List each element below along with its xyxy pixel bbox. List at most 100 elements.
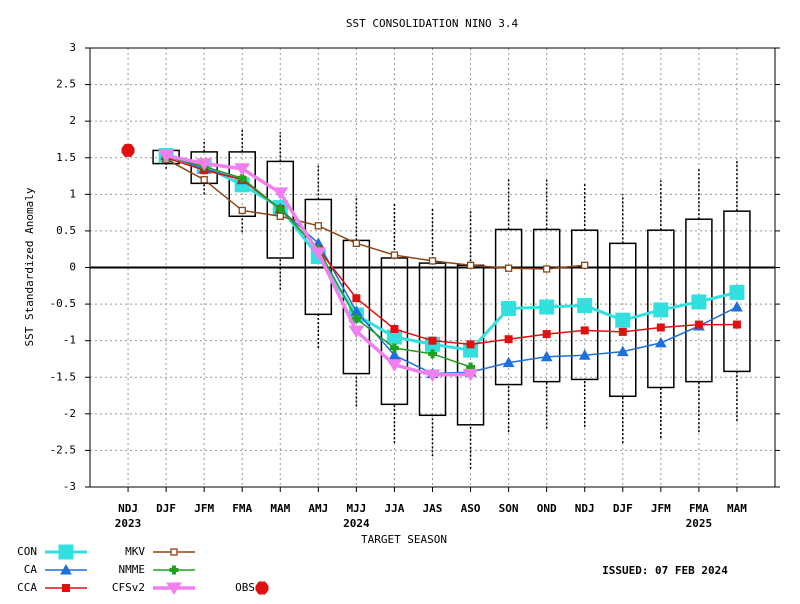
x-tick-label: DJF — [156, 502, 176, 515]
marker — [352, 294, 361, 303]
marker — [462, 368, 479, 382]
series-line — [165, 154, 738, 352]
y-tick-label: 2.5 — [56, 78, 76, 91]
marker — [466, 261, 475, 269]
marker — [386, 359, 403, 372]
marker — [389, 343, 399, 353]
marker — [732, 320, 741, 329]
series-con — [158, 148, 745, 358]
marker — [618, 327, 627, 336]
marker — [654, 336, 667, 348]
marker — [390, 324, 399, 333]
y-tick-label: 1 — [69, 187, 76, 200]
x-tick-label: JAS — [423, 502, 443, 515]
x-tick-label: SON — [499, 502, 519, 515]
marker — [237, 173, 247, 183]
x-tick-label: MAM — [727, 502, 747, 515]
marker — [729, 284, 745, 300]
marker — [653, 302, 669, 318]
marker — [424, 369, 441, 382]
box — [647, 229, 675, 389]
box — [723, 210, 751, 373]
x-tick-label: FMA — [689, 502, 709, 515]
x-tick-sublabel: 2024 — [343, 517, 370, 530]
marker — [58, 544, 74, 560]
marker — [352, 239, 361, 248]
marker — [158, 150, 175, 163]
marker — [504, 264, 513, 272]
marker — [170, 548, 178, 556]
marker — [577, 298, 593, 314]
marker — [428, 349, 437, 359]
marker — [580, 326, 589, 335]
legend-label: NMME — [119, 563, 146, 576]
x-axis-label: TARGET SEASON — [361, 533, 447, 546]
marker — [694, 320, 703, 329]
marker — [276, 212, 284, 220]
marker — [169, 565, 179, 575]
x-tick-label: ASO — [461, 502, 481, 515]
x-tick-label: JFM — [194, 502, 214, 515]
y-tick-label: -3 — [63, 480, 76, 493]
marker — [428, 336, 437, 345]
y-tick-label: 1.5 — [56, 151, 76, 164]
y-tick-label: 0 — [69, 261, 76, 274]
marker — [121, 143, 135, 157]
x-tick-label: JJA — [385, 502, 405, 515]
marker — [388, 349, 401, 360]
box — [266, 160, 295, 259]
marker — [314, 222, 322, 230]
marker — [60, 563, 72, 575]
marker — [351, 314, 361, 324]
x-tick-label: OND — [537, 502, 557, 515]
x-tick-sublabel: 2023 — [115, 517, 142, 530]
marker — [578, 349, 591, 360]
marker — [200, 176, 208, 184]
y-tick-label: 2 — [69, 114, 76, 127]
legend-label: MKV — [125, 545, 145, 558]
marker — [390, 251, 399, 259]
marker — [616, 345, 629, 357]
x-tick-label: MAM — [270, 502, 290, 515]
chart-title: SST CONSOLIDATION NINO 3.4 — [346, 17, 519, 30]
marker — [731, 300, 743, 312]
box — [304, 198, 333, 316]
marker — [466, 340, 475, 349]
marker — [539, 299, 555, 315]
marker — [275, 204, 285, 214]
marker — [504, 335, 513, 344]
marker — [656, 323, 665, 332]
y-axis-label: SST Standardized Anomaly — [23, 187, 36, 346]
legend-label: CA — [24, 563, 38, 576]
x-tick-label: FMA — [232, 502, 252, 515]
marker — [502, 356, 515, 368]
legend-label: CCA — [17, 581, 37, 594]
marker — [542, 330, 551, 339]
x-tick-label: NDJ — [575, 502, 595, 515]
x-tick-label: DJF — [613, 502, 633, 515]
y-tick-label: -1.5 — [50, 370, 77, 383]
marker — [238, 206, 246, 215]
legend-label: CON — [17, 545, 37, 558]
box — [685, 218, 713, 383]
marker — [691, 294, 707, 310]
y-tick-label: -2.5 — [50, 443, 77, 456]
box — [190, 151, 218, 185]
legend-label: OBS — [235, 581, 255, 594]
marker — [581, 261, 589, 269]
marker — [62, 584, 70, 592]
marker — [255, 581, 269, 595]
box — [228, 151, 256, 218]
series-line — [165, 158, 585, 270]
y-tick-label: 0.5 — [56, 224, 76, 237]
y-tick-label: -0.5 — [50, 297, 77, 310]
issued-date: ISSUED: 07 FEB 2024 — [602, 564, 728, 577]
marker — [428, 257, 437, 265]
box — [609, 242, 637, 398]
legend-label: CFSv2 — [112, 581, 145, 594]
y-tick-label: 3 — [69, 41, 76, 54]
x-tick-label: NDJ — [118, 502, 138, 515]
marker — [501, 300, 517, 316]
marker — [234, 163, 251, 176]
